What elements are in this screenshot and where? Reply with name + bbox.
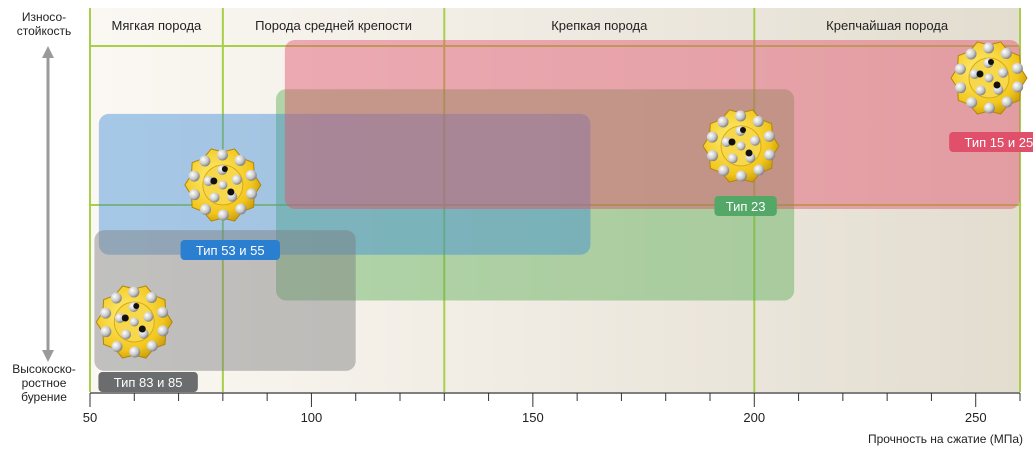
y-bottom-label: Высокоско- ростное бурение	[12, 362, 76, 404]
x-tick-label: 100	[301, 410, 323, 425]
drill-bit-icon	[950, 41, 1028, 115]
zone-label: Порода средней крепости	[255, 18, 412, 33]
x-tick-label: 50	[83, 410, 97, 425]
bit-range-2	[276, 89, 795, 301]
bit-badge-label: Тип 23	[726, 199, 766, 214]
bit-badge-label: Тип 53 и 55	[196, 243, 265, 258]
zone-label: Крепкая порода	[551, 18, 648, 33]
x-tick-label: 150	[522, 410, 544, 425]
bit-badge	[180, 240, 280, 260]
bit-badge	[949, 132, 1033, 152]
drill-bit-icon	[702, 109, 780, 183]
vertical-arrow-icon	[42, 46, 54, 362]
x-tick-label: 250	[965, 410, 987, 425]
y-top-label: Износо- стойкость	[16, 10, 72, 38]
drill-bit-icon	[184, 148, 262, 222]
bit-badge-label: Тип 15 и 25	[964, 135, 1033, 150]
x-axis-label: Прочность на сжатие (МПа)	[867, 432, 1023, 446]
bit-badge	[98, 372, 198, 392]
x-tick-label: 200	[743, 410, 765, 425]
drill-bit-icon	[95, 285, 173, 359]
zone-label: Мягкая порода	[112, 18, 202, 33]
zone-label: Крепчайшая порода	[826, 18, 949, 33]
bit-badge	[714, 196, 777, 216]
bit-range-3	[284, 40, 1020, 209]
bit-badge-label: Тип 83 и 85	[114, 375, 183, 390]
